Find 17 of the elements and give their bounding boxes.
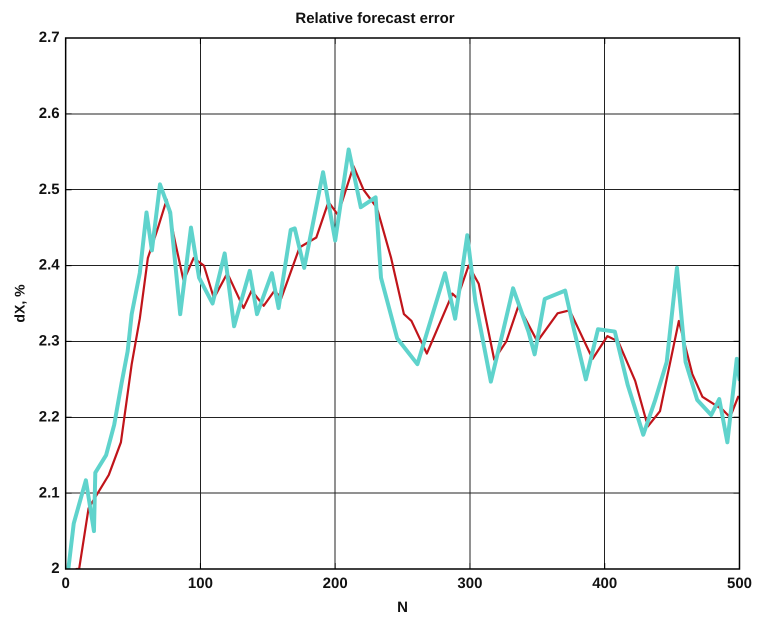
y-tick-label: 2.4 (38, 256, 60, 274)
y-tick-label: 2.2 (38, 408, 60, 426)
x-tick-label: 500 (726, 575, 752, 592)
y-tick-label: 2.7 (38, 29, 60, 46)
y-tick-label: 2.3 (38, 332, 60, 350)
x-axis-title: N (397, 599, 408, 616)
x-tick-label: 100 (188, 575, 213, 592)
y-tick-label: 2 (51, 560, 60, 578)
y-axis-title: dX, % (11, 284, 28, 323)
x-tick-label: 0 (61, 575, 70, 592)
x-tick-label: 200 (322, 575, 348, 592)
y-tick-label: 2.5 (38, 180, 60, 198)
x-tick-label: 300 (457, 575, 482, 592)
x-tick-label: 400 (592, 575, 618, 592)
chart-title: Relative forecast error (295, 10, 455, 28)
y-tick-label: 2.1 (38, 484, 60, 502)
y-tick-label: 2.6 (38, 105, 60, 122)
